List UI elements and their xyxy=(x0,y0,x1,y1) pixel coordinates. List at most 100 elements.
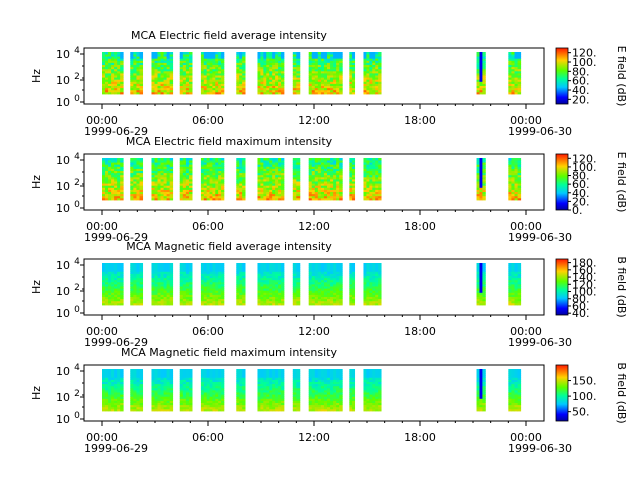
colorbar-tick-label: 80. xyxy=(572,293,590,306)
colorbar-tick-label: 100. xyxy=(572,390,597,403)
y-tick-label: 10 xyxy=(56,307,70,320)
y-tick-exponent: 0 xyxy=(74,411,80,421)
colorbar-tick-label: 20. xyxy=(572,93,590,106)
spectrogram-segment xyxy=(257,263,285,306)
x-tick-label: 00:00 xyxy=(510,114,542,127)
x-tick-label: 12:00 xyxy=(298,325,330,338)
spectrogram-segment xyxy=(508,369,522,412)
y-tick-exponent: 4 xyxy=(74,257,80,267)
colorbar-tick-label: 150. xyxy=(572,375,597,388)
spectrogram-segment xyxy=(130,369,144,412)
y-tick-label: 10 xyxy=(56,154,70,167)
spectrogram-segment xyxy=(236,369,246,412)
x-tick-label: 00:00 xyxy=(86,325,118,338)
y-tick-exponent: 4 xyxy=(74,152,80,162)
spectrogram-segment xyxy=(349,263,356,306)
x-tick-label: 12:00 xyxy=(298,220,330,233)
spectrogram-segment xyxy=(476,263,486,306)
panel-2: MCA Electric field maximum intensity Hz 10… xyxy=(30,135,628,244)
spectrogram-segment xyxy=(236,158,246,201)
spectrogram-segment xyxy=(476,158,486,201)
spectrogram-segment xyxy=(179,369,193,412)
x-tick-label: 00:00 xyxy=(510,431,542,444)
spectrogram-segment xyxy=(292,263,301,306)
spectrogram-segment xyxy=(200,158,225,201)
spectrogram-segment xyxy=(151,52,174,95)
panel-3: MCA Magnetic field average intensity Hz 10… xyxy=(30,240,628,349)
spectrogram-segment xyxy=(102,369,124,412)
colorbar-tick-label: 80. xyxy=(572,65,590,78)
spectrogram-segment xyxy=(349,158,356,201)
spectrogram-segment xyxy=(236,52,246,95)
spectrogram-segment xyxy=(179,263,193,306)
colorbar-label: E field (dB) xyxy=(615,46,628,107)
spectrogram-segment xyxy=(292,52,301,95)
spectrogram-segment xyxy=(130,263,144,306)
x-tick-date: 1999-06-30 xyxy=(508,231,572,244)
spectrogram-segment xyxy=(236,263,246,306)
panel-title: MCA Electric field maximum intensity xyxy=(126,135,333,148)
x-tick-date: 1999-06-29 xyxy=(84,442,148,455)
colorbar-tick-label: 40. xyxy=(572,187,590,200)
x-tick-label: 00:00 xyxy=(510,220,542,233)
colorbar-label: E field (dB) xyxy=(615,152,628,213)
y-axis-label: Hz xyxy=(30,280,43,294)
spectrogram-segment xyxy=(308,158,343,201)
spectrogram-segment xyxy=(508,263,522,306)
spectrogram-segment xyxy=(292,369,301,412)
spectrogram-segment xyxy=(257,369,285,412)
y-axis-label: Hz xyxy=(30,175,43,189)
x-tick-label: 06:00 xyxy=(192,431,224,444)
spectrogram-segment xyxy=(200,263,225,306)
y-tick-label: 10 xyxy=(56,365,70,378)
x-tick-label: 00:00 xyxy=(86,431,118,444)
colorbar xyxy=(555,258,569,316)
y-tick-exponent: 2 xyxy=(74,178,80,188)
colorbar-tick-label: 120. xyxy=(572,152,597,165)
spectrogram-segment xyxy=(151,158,174,201)
colorbar-label: B field (dB) xyxy=(615,362,628,423)
x-tick-date: 1999-06-30 xyxy=(508,336,572,349)
colorbar-tick-label: 40. xyxy=(572,84,590,97)
spectrogram-segment xyxy=(476,369,486,412)
x-tick-label: 18:00 xyxy=(404,220,436,233)
spectrogram-segment xyxy=(200,369,225,412)
spectrogram-segment xyxy=(363,158,382,201)
panel-1: MCA Electric field average intensity Hz 10… xyxy=(30,29,628,138)
x-tick-date: 1999-06-29 xyxy=(84,125,148,138)
y-tick-label: 10 xyxy=(56,180,70,193)
spectrogram-segment xyxy=(179,52,193,95)
x-tick-label: 12:00 xyxy=(298,114,330,127)
spectrogram-segment xyxy=(102,52,124,95)
colorbar xyxy=(555,153,569,211)
spectrogram-segment xyxy=(349,52,356,95)
panel-4: MCA Magnetic field maximum intensity Hz 10… xyxy=(30,346,628,455)
spectrogram-segment xyxy=(308,263,343,306)
colorbar-tick-label: 100. xyxy=(572,286,597,299)
x-tick-date: 1999-06-29 xyxy=(84,336,148,349)
y-tick-exponent: 4 xyxy=(74,363,80,373)
colorbar-tick-label: 140. xyxy=(572,271,597,284)
colorbar-tick-label: 40. xyxy=(572,307,590,320)
spectrogram-segment xyxy=(363,52,382,95)
spectrogram-segment xyxy=(363,369,382,412)
spectrogram-segment xyxy=(102,263,124,306)
colorbar-tick-label: 80. xyxy=(572,170,590,183)
spectrogram-segment xyxy=(363,263,382,306)
colorbar-tick-label: 120. xyxy=(572,278,597,291)
spectrogram-segment xyxy=(151,369,174,412)
spectrogram-segment xyxy=(476,52,486,95)
spectrogram-segment xyxy=(292,158,301,201)
panel-title: MCA Magnetic field average intensity xyxy=(126,240,332,253)
colorbar-tick-label: 60. xyxy=(572,178,590,191)
y-tick-label: 10 xyxy=(56,48,70,61)
x-tick-label: 12:00 xyxy=(298,431,330,444)
x-tick-label: 18:00 xyxy=(404,431,436,444)
spectrogram-segment xyxy=(179,158,193,201)
x-tick-date: 1999-06-30 xyxy=(508,442,572,455)
x-tick-label: 18:00 xyxy=(404,114,436,127)
colorbar xyxy=(555,364,569,422)
y-tick-exponent: 4 xyxy=(74,46,80,56)
colorbar-tick-label: 60. xyxy=(572,300,590,313)
